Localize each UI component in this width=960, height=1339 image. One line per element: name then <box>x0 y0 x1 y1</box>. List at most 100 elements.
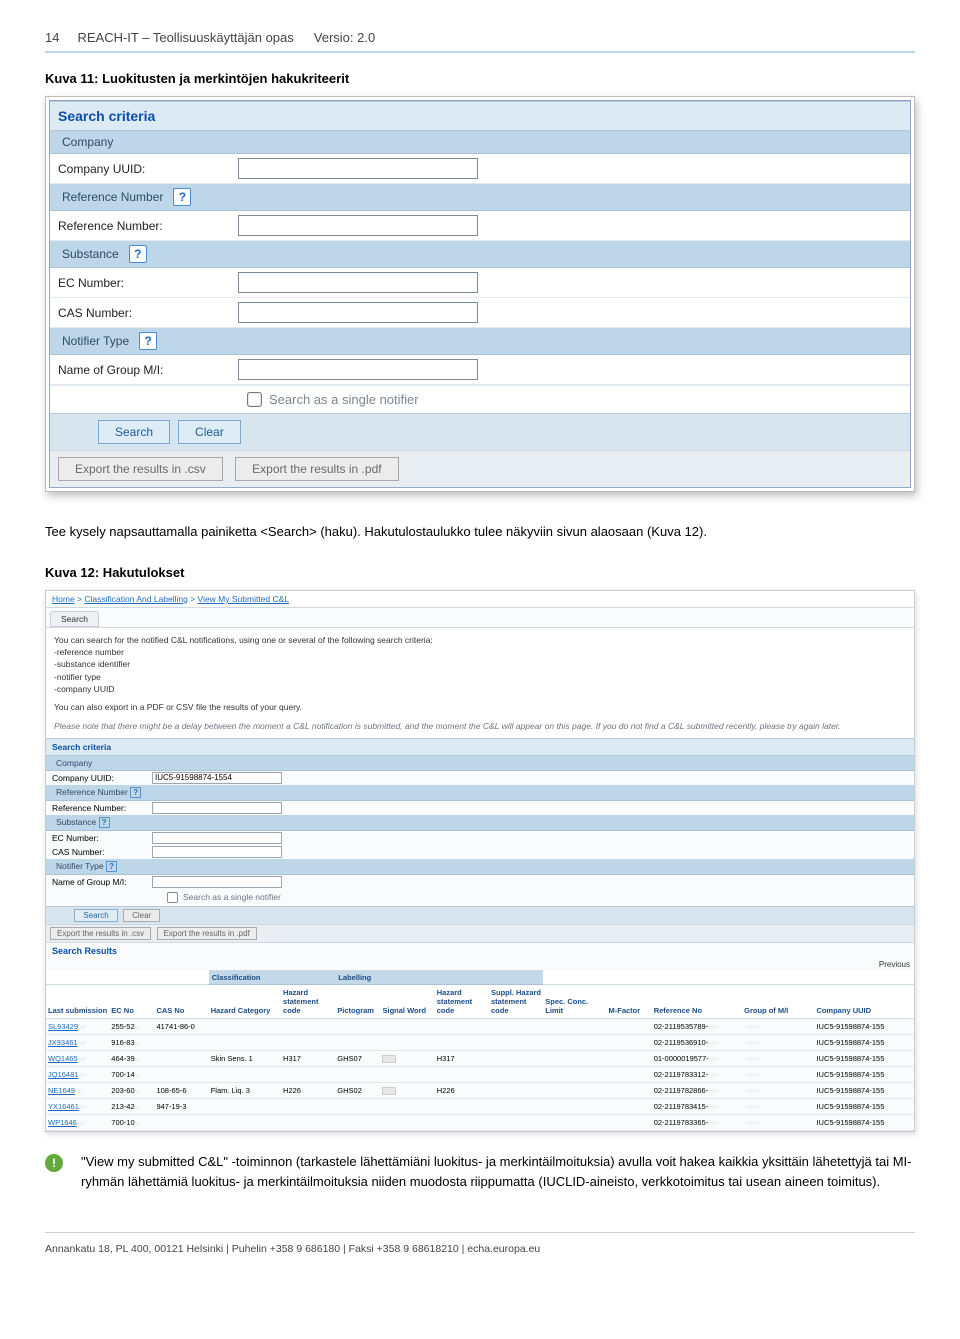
th-supp: Suppl. Hazard statement code <box>489 984 543 1018</box>
company-subheader: Company <box>50 131 910 154</box>
button-row: Search Clear <box>50 413 910 450</box>
th-hazstmt: Hazard statement code <box>281 984 335 1018</box>
mini-search-criteria: Search criteria Company Company UUID: Re… <box>46 738 914 942</box>
export-csv-button[interactable]: Export the results in .csv <box>58 457 223 481</box>
export-pdf-button[interactable]: Export the results in .pdf <box>235 457 398 481</box>
info-icon[interactable]: ? <box>130 787 141 798</box>
table-row: JQ16481···700-14··02-2119783312-········… <box>46 1067 914 1083</box>
submission-link[interactable]: YX16461 <box>48 1102 79 1111</box>
mini-search-button[interactable]: Search <box>74 909 117 922</box>
company-uuid-input[interactable] <box>238 158 478 179</box>
breadcrumb-cl[interactable]: Classification And Labelling <box>84 594 187 604</box>
ec-number-label: EC Number: <box>58 276 238 290</box>
search-results-panel: Home > Classification And Labelling > Vi… <box>45 590 915 1132</box>
mini-company-uuid-input[interactable] <box>152 772 282 784</box>
figure-12-title: Kuva 12: Hakutulokset <box>45 565 915 580</box>
ec-number-input[interactable] <box>238 272 478 293</box>
intro-line: -reference number <box>54 646 906 658</box>
breadcrumb-home[interactable]: Home <box>52 594 75 604</box>
paragraph-1: Tee kysely napsauttamalla painiketta <Se… <box>45 522 915 543</box>
page-number: 14 <box>45 30 59 45</box>
th-spec: Spec. Conc. Limit <box>543 984 606 1018</box>
submission-link[interactable]: WP1646 <box>48 1118 77 1127</box>
info-text: "View my submitted C&L" -toiminnon (tark… <box>81 1152 915 1192</box>
mini-button-row: Search Clear <box>46 906 914 924</box>
info-note: ! "View my submitted C&L" -toiminnon (ta… <box>45 1152 915 1192</box>
mini-company-uuid-label: Company UUID: <box>52 773 152 783</box>
mini-ec-input[interactable] <box>152 832 282 844</box>
mini-export-pdf[interactable]: Export the results in .pdf <box>157 927 257 940</box>
results-table: Classification Labelling Last submission… <box>46 970 914 1131</box>
th-hazstmt2: Hazard statement code <box>435 984 489 1018</box>
single-notifier-label: Search as a single notifier <box>269 392 419 407</box>
th-classification: Classification <box>209 970 336 984</box>
header-title: REACH-IT – Teollisuuskäyttäjän opas <box>77 30 293 45</box>
breadcrumb-view[interactable]: View My Submitted C&L <box>198 594 290 604</box>
search-tab[interactable]: Search <box>50 611 99 627</box>
page-footer: Annankatu 18, PL 400, 00121 Helsinki | P… <box>45 1232 915 1255</box>
search-criteria-panel: Search criteria Company Company UUID: Re… <box>45 96 915 492</box>
intro-line: You can also export in a PDF or CSV file… <box>54 701 906 713</box>
reference-number-label: Reference Number: <box>58 219 238 233</box>
table-row: JX93461···916-83··02-2119536910-········… <box>46 1034 914 1050</box>
submission-link[interactable]: NE1649 <box>48 1086 75 1095</box>
submission-link[interactable]: WQ1465 <box>48 1054 78 1063</box>
intro-line: -substance identifier <box>54 658 906 670</box>
th-hazcat: Hazard Category <box>209 984 281 1018</box>
notifier-type-subheader-label: Notifier Type <box>62 334 129 348</box>
reference-number-subheader: Reference Number ? <box>50 184 910 211</box>
export-row: Export the results in .csv Export the re… <box>50 450 910 487</box>
mini-export-row: Export the results in .csv Export the re… <box>46 924 914 942</box>
info-icon[interactable]: ? <box>173 188 191 206</box>
submission-link[interactable]: JX93461 <box>48 1038 78 1047</box>
th-last: Last submission <box>46 984 109 1018</box>
submission-link[interactable]: SL93429 <box>48 1022 78 1031</box>
th-sig: Signal Word <box>380 984 434 1018</box>
th-ec: EC No <box>109 984 154 1018</box>
mini-group-label: Name of Group M/I: <box>52 877 152 887</box>
single-notifier-checkbox[interactable] <box>247 392 262 407</box>
th-mfact: M-Factor <box>607 984 652 1018</box>
info-icon[interactable]: ? <box>129 245 147 263</box>
table-row: WP1646···700-10··02-2119783365-·········… <box>46 1115 914 1131</box>
mini-clear-button[interactable]: Clear <box>123 909 160 922</box>
table-row: SL93429···255-52··41741-86-002-211953578… <box>46 1018 914 1034</box>
cas-number-label: CAS Number: <box>58 306 238 320</box>
substance-subheader-label: Substance <box>62 247 119 261</box>
intro-line: -notifier type <box>54 671 906 683</box>
reference-number-input[interactable] <box>238 215 478 236</box>
info-icon[interactable]: ? <box>139 332 157 350</box>
mini-ec-label: EC Number: <box>52 833 152 843</box>
th-pict: Pictogram <box>335 984 380 1018</box>
substance-subheader: Substance ? <box>50 241 910 268</box>
mini-company-sub: Company <box>46 756 914 771</box>
mini-export-csv[interactable]: Export the results in .csv <box>50 927 151 940</box>
group-mi-input[interactable] <box>238 359 478 380</box>
mini-ref-sub: Reference Number ? <box>46 785 914 801</box>
previous-link[interactable]: Previous <box>46 959 914 970</box>
cas-number-input[interactable] <box>238 302 478 323</box>
submission-link[interactable]: JQ16481 <box>48 1070 78 1079</box>
table-row: WQ1465···464-39··Skin Sens. 1H317GHS07H3… <box>46 1050 914 1066</box>
mini-cas-label: CAS Number: <box>52 847 152 857</box>
mini-ref-label: Reference Number: <box>52 803 152 813</box>
intro-note: Please note that there might be a delay … <box>54 720 906 732</box>
info-icon[interactable]: ? <box>106 861 117 872</box>
mini-ref-input[interactable] <box>152 802 282 814</box>
mini-group-input[interactable] <box>152 876 282 888</box>
info-icon[interactable]: ? <box>99 817 110 828</box>
intro-text: You can search for the notified C&L noti… <box>46 627 914 738</box>
company-uuid-label: Company UUID: <box>58 162 238 176</box>
mini-cas-input[interactable] <box>152 846 282 858</box>
group-mi-label: Name of Group M/I: <box>58 363 238 377</box>
info-icon: ! <box>45 1154 63 1172</box>
search-button[interactable]: Search <box>98 420 170 444</box>
page-header: 14 REACH-IT – Teollisuuskäyttäjän opas V… <box>45 30 915 53</box>
reference-number-subheader-label: Reference Number <box>62 190 163 204</box>
clear-button[interactable]: Clear <box>178 420 241 444</box>
th-cu: Company UUID <box>814 984 914 1018</box>
th-cas: CAS No <box>154 984 208 1018</box>
th-grp: Group of M/I <box>742 984 814 1018</box>
mini-single-notifier-checkbox[interactable] <box>167 892 178 903</box>
search-criteria-header: Search criteria <box>50 101 910 131</box>
